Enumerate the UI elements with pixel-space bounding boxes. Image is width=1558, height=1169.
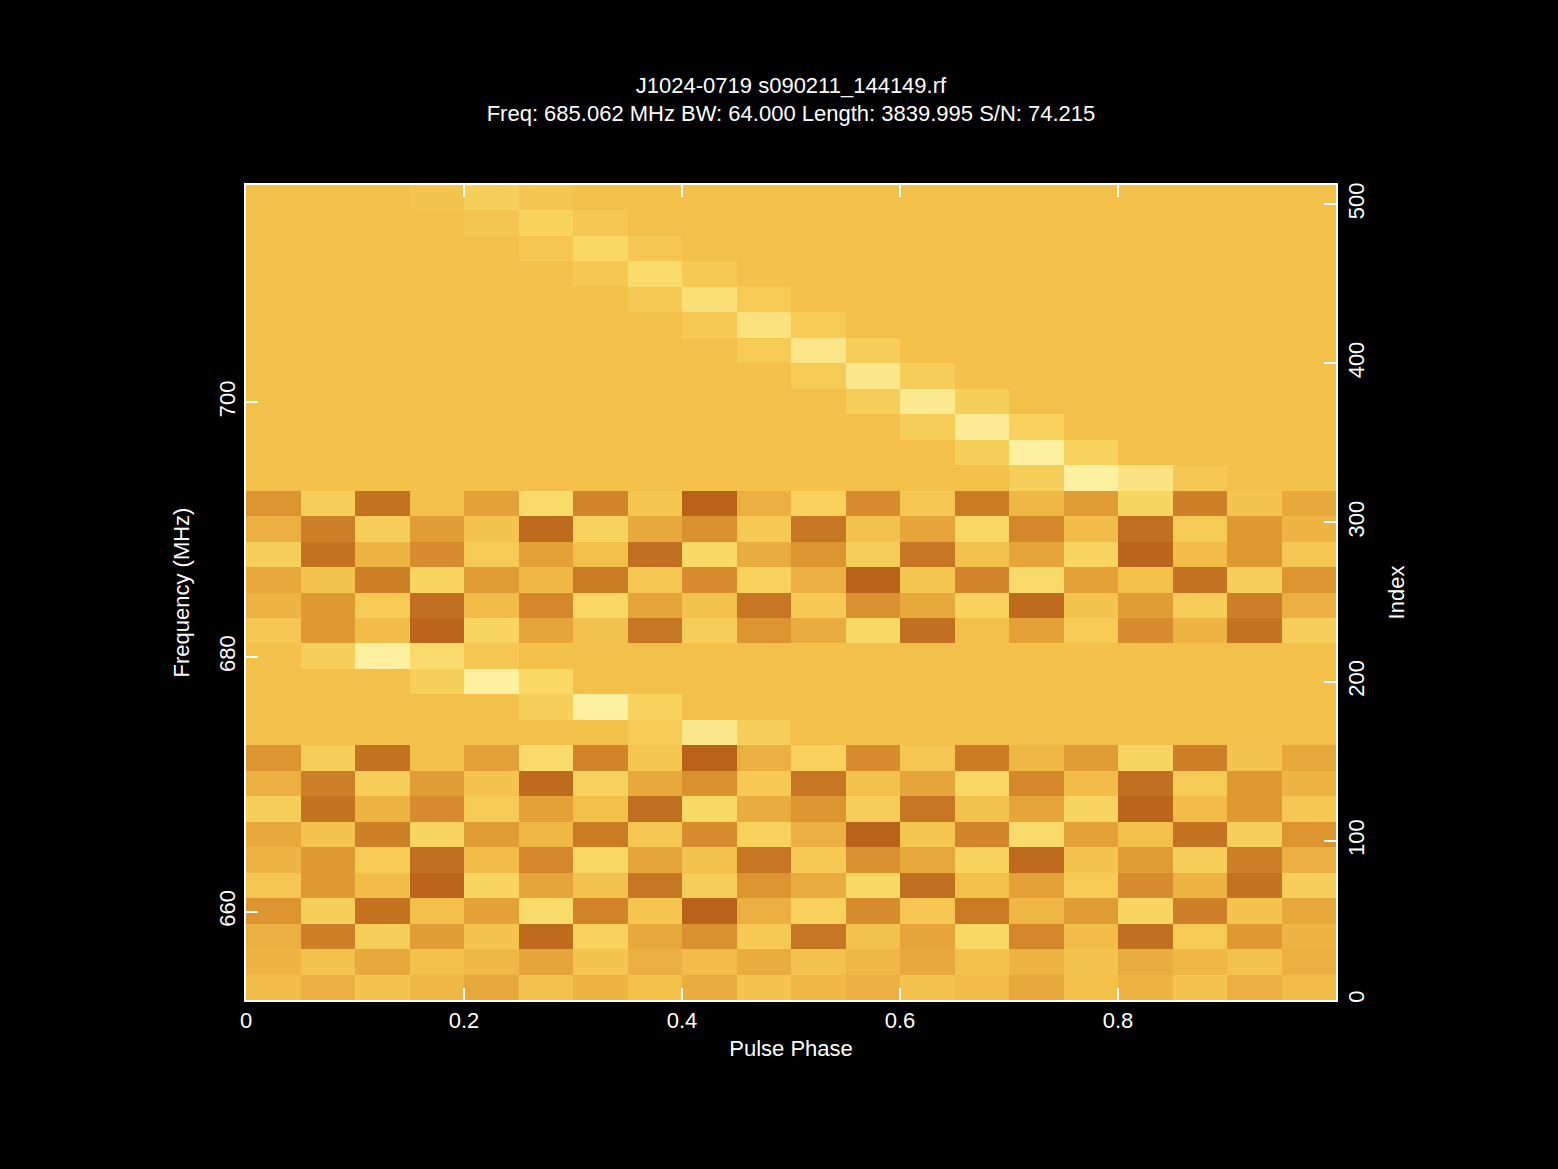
svg-text:680: 680 bbox=[215, 635, 240, 672]
svg-text:J1024-0719 s090211_144149.rfFr: J1024-0719 s090211_144149.rfFreq: 685.06… bbox=[487, 73, 1096, 127]
svg-text:0.2: 0.2 bbox=[449, 1008, 480, 1033]
svg-text:Index: Index bbox=[1384, 566, 1409, 620]
svg-text:Pulse Phase: Pulse Phase bbox=[729, 1036, 853, 1061]
svg-text:300: 300 bbox=[1344, 501, 1369, 538]
svg-text:0.6: 0.6 bbox=[885, 1008, 916, 1033]
svg-text:0: 0 bbox=[240, 1008, 252, 1033]
svg-text:200: 200 bbox=[1344, 660, 1369, 697]
svg-text:Frequency (MHz): Frequency (MHz) bbox=[169, 508, 194, 678]
svg-text:100: 100 bbox=[1344, 819, 1369, 856]
svg-text:660: 660 bbox=[215, 890, 240, 927]
svg-text:0.4: 0.4 bbox=[667, 1008, 698, 1033]
svg-text:0.8: 0.8 bbox=[1103, 1008, 1134, 1033]
svg-text:400: 400 bbox=[1344, 342, 1369, 379]
svg-text:500: 500 bbox=[1344, 182, 1369, 219]
svg-text:700: 700 bbox=[215, 381, 240, 418]
svg-text:0: 0 bbox=[1344, 991, 1369, 1003]
